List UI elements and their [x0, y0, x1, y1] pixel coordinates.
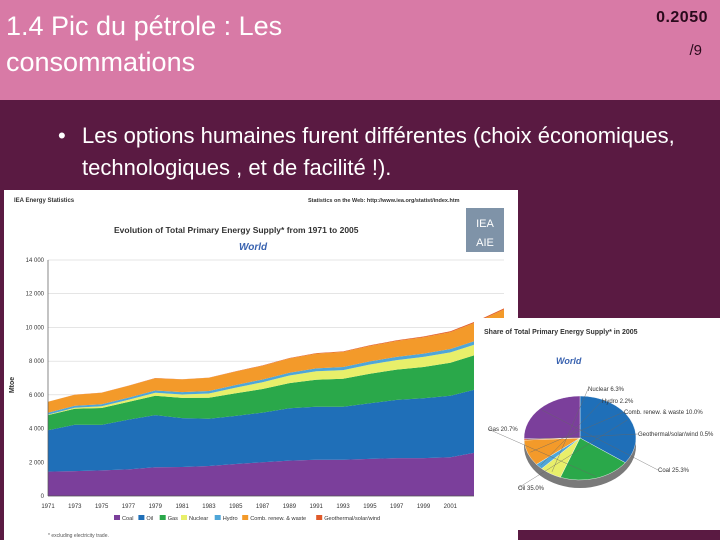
pie-chart-panel: Share of Total Primary Energy Supply* in… — [474, 318, 720, 530]
pie-leader-line — [541, 409, 659, 471]
legend-entry: Gas — [168, 516, 178, 522]
area-chart-title: Evolution of Total Primary Energy Supply… — [114, 225, 359, 235]
x-tick-label: 1995 — [363, 504, 377, 510]
pie-slice-label: Coal 25.3% — [658, 468, 690, 474]
x-tick-label: 1987 — [256, 504, 270, 510]
y-tick-label: 10 000 — [26, 325, 45, 331]
y-tick-label: 12 000 — [26, 292, 45, 298]
x-tick-label: 1999 — [417, 504, 431, 510]
pie-leader-line — [530, 411, 625, 453]
area-series-oil — [48, 380, 504, 472]
y-tick-label: 8 000 — [29, 359, 45, 365]
svg-text:IEA: IEA — [476, 218, 494, 230]
legend-entry: Oil — [146, 516, 153, 522]
legend-swatch — [159, 515, 166, 520]
x-tick-label: 1991 — [310, 504, 324, 510]
x-tick-label: 1997 — [390, 504, 404, 510]
area-series-coal — [48, 446, 504, 496]
pie-leader-line — [517, 419, 628, 489]
pie-leader-line — [487, 428, 596, 477]
pie-slice-label: Oil 35.0% — [518, 486, 545, 492]
x-tick-label: 1979 — [149, 504, 163, 510]
pie-slice-label: Hydro 2.2% — [602, 399, 634, 405]
legend-swatch — [114, 515, 120, 520]
area-chart: IEA Energy Statistics Statistics on the … — [9, 198, 504, 539]
source-left: IEA Energy Statistics — [14, 198, 75, 204]
pie-slice-label: Geothermal/solar/wind 0.5% — [638, 432, 714, 438]
pie-slice-label: Gas 20.7% — [488, 427, 518, 433]
x-tick-label: 2001 — [444, 504, 458, 510]
pie-slice-coal — [523, 395, 581, 439]
source-right: Statistics on the Web: http://www.iea.or… — [308, 198, 460, 204]
page-number: /9 — [689, 42, 702, 59]
title-bar — [0, 0, 720, 100]
legend-swatch — [316, 515, 323, 520]
legend-swatch — [242, 515, 249, 520]
x-tick-label: 1981 — [175, 504, 189, 510]
slide-title: 1.4 Pic du pétrole : Les consommations — [6, 11, 283, 77]
pie-chart: Share of Total Primary Energy Supply* in… — [484, 329, 714, 492]
y-tick-label: 0 — [41, 494, 45, 500]
pie-slice-label: Comb. renew. & waste 10.0% — [624, 410, 703, 416]
legend-entry: Coal — [122, 516, 134, 522]
pie-slice-gas — [560, 437, 626, 481]
legend-swatch — [181, 515, 187, 520]
x-tick-label: 1975 — [95, 504, 109, 510]
bullet-icon: • — [58, 123, 66, 148]
area-chart-footnote: * excluding electricity trade. — [48, 533, 109, 539]
legend-entry: Geothermal/solar/wind — [324, 516, 380, 522]
y-tick-label: 2 000 — [29, 460, 45, 466]
legend-entry: Comb. renew. & waste — [250, 516, 306, 522]
area-series-hydro — [48, 329, 504, 415]
x-tick-label: 1973 — [68, 504, 82, 510]
area-series-nuclear — [48, 333, 504, 416]
legend-swatch — [138, 515, 145, 520]
area-series-geothermal-solar-wind — [48, 308, 504, 402]
pie-slice-label: Nuclear 6.3% — [588, 387, 625, 393]
pie-leader-line — [551, 388, 589, 472]
x-tick-label: 1985 — [229, 504, 243, 510]
bullet-point: • Les options humaines furent différente… — [58, 120, 698, 184]
pie-leader-line — [526, 433, 639, 440]
x-tick-label: 1977 — [122, 504, 136, 510]
brand-logo: 0.2050 — [656, 9, 708, 26]
x-tick-label: 1989 — [283, 504, 297, 510]
area-series-gas — [48, 344, 504, 431]
pie-chart-title: Share of Total Primary Energy Supply* in… — [484, 329, 638, 336]
y-tick-label: 6 000 — [29, 393, 45, 399]
legend-entry: Nuclear — [189, 516, 208, 522]
area-series-comb-renew-waste — [48, 309, 504, 413]
legend-swatch — [214, 515, 221, 520]
y-tick-label: 4 000 — [29, 427, 45, 433]
x-tick-label: 1993 — [336, 504, 350, 510]
x-tick-label: 1971 — [41, 504, 55, 510]
pie-leader-line — [540, 400, 603, 466]
iea-logo-icon: IEA AIE — [466, 208, 504, 252]
bullet-text: Les options humaines furent différentes … — [82, 123, 675, 180]
area-chart-ylabel: Mtoe — [9, 377, 16, 393]
y-tick-label: 14 000 — [26, 258, 45, 264]
area-chart-panel: IEA Energy Statistics Statistics on the … — [4, 190, 518, 540]
x-tick-label: 1983 — [202, 504, 216, 510]
svg-text:AIE: AIE — [476, 237, 494, 249]
legend-entry: Hydro — [223, 516, 238, 522]
pie-chart-subtitle: World — [556, 356, 582, 366]
area-chart-subtitle: World — [239, 242, 268, 253]
